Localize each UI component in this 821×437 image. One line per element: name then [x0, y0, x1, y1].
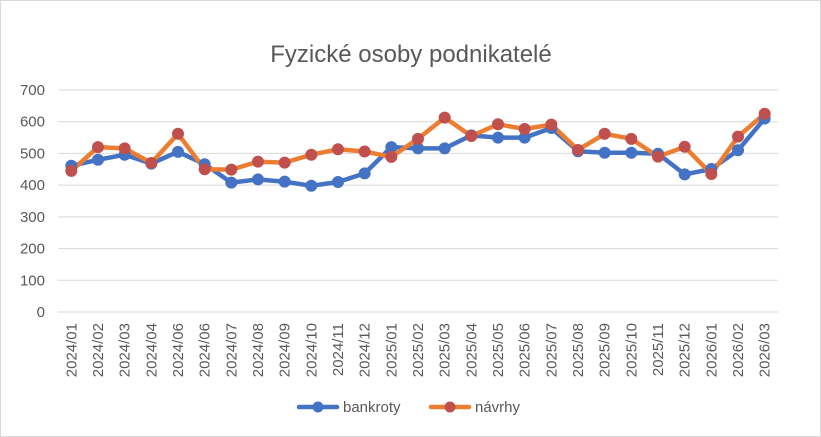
data-point-0: [332, 175, 344, 188]
x-tick-label: 2025/04: [463, 323, 480, 377]
data-point-1: [545, 118, 558, 131]
x-tick-label: 2024/06: [197, 323, 214, 377]
data-point-0: [598, 146, 611, 159]
data-point-1: [305, 148, 318, 161]
data-point-0: [678, 168, 691, 181]
data-point-1: [705, 168, 718, 181]
x-tick-label: 2025/08: [570, 323, 587, 377]
legend-swatch-marker-1: [444, 401, 456, 413]
data-point-1: [332, 143, 344, 156]
data-point-1: [278, 156, 291, 169]
x-tick-label: 2024/12: [357, 323, 374, 377]
x-tick-label: 2024/10: [303, 323, 320, 377]
x-tick-label: 2024/01: [63, 323, 80, 377]
x-tick-label: 2025/12: [677, 323, 694, 377]
legend-label-1: návrhy: [475, 399, 521, 416]
data-point-1: [198, 163, 211, 176]
x-tick-label: 2025/01: [383, 323, 400, 377]
y-axis-ticks: 0 100 200 300 400 500 600 700: [20, 82, 45, 321]
y-tick-label: 0: [37, 304, 45, 321]
x-tick-label: 2024/06: [170, 323, 187, 377]
data-point-1: [438, 111, 451, 124]
x-tick-label: 2024/03: [117, 323, 134, 377]
y-tick-label: 200: [20, 241, 45, 258]
data-point-0: [438, 142, 451, 155]
data-point-0: [625, 146, 638, 159]
x-tick-label: 2024/11: [330, 323, 347, 376]
data-point-1: [465, 129, 478, 142]
data-point-1: [225, 163, 238, 176]
data-point-1: [252, 155, 264, 168]
data-point-1: [598, 127, 611, 140]
data-point-1: [358, 145, 371, 158]
data-point-1: [492, 118, 504, 131]
x-tick-label: 2024/09: [277, 323, 294, 377]
legend: bankroty návrhy: [296, 399, 521, 416]
x-tick-label: 2026/02: [730, 323, 747, 377]
x-tick-label: 2025/06: [517, 323, 534, 377]
data-point-0: [492, 131, 504, 144]
data-point-0: [278, 175, 291, 188]
y-tick-label: 300: [20, 209, 45, 226]
data-point-0: [252, 173, 264, 186]
data-point-1: [518, 123, 531, 136]
x-tick-label: 2025/05: [490, 323, 507, 377]
data-point-0: [305, 179, 318, 192]
data-point-0: [732, 144, 744, 157]
data-point-0: [172, 145, 184, 158]
data-point-0: [358, 167, 371, 180]
x-tick-label: 2024/02: [90, 323, 107, 377]
y-tick-label: 400: [20, 177, 45, 194]
y-tick-label: 500: [20, 145, 45, 162]
data-point-1: [652, 150, 664, 163]
x-tick-label: 2026/01: [703, 323, 720, 377]
data-point-0: [225, 176, 238, 189]
data-point-1: [412, 132, 424, 145]
y-tick-label: 100: [20, 272, 45, 289]
x-tick-label: 2025/02: [410, 323, 427, 377]
data-point-1: [572, 143, 584, 156]
data-point-1: [92, 141, 104, 154]
x-tick-label: 2024/04: [143, 323, 160, 377]
x-tick-label: 2025/07: [543, 323, 560, 377]
data-point-1: [758, 107, 771, 120]
x-tick-label: 2024/08: [250, 323, 267, 377]
x-tick-label: 2025/10: [623, 323, 640, 377]
data-point-0: [92, 153, 104, 166]
x-tick-label: 2025/11: [650, 323, 667, 376]
x-tick-label: 2025/03: [437, 323, 454, 377]
legend-label-0: bankroty: [343, 399, 401, 416]
chart-title: Fyzické osoby podnikatelé: [270, 41, 551, 68]
gridlines: [58, 89, 778, 313]
data-point-1: [625, 132, 638, 145]
data-point-1: [118, 142, 131, 155]
y-tick-label: 700: [20, 82, 45, 99]
data-point-1: [385, 150, 398, 163]
data-point-1: [678, 140, 691, 153]
data-point-1: [65, 164, 78, 177]
series-layer: [65, 107, 771, 192]
y-tick-label: 600: [20, 114, 45, 131]
data-point-1: [172, 127, 184, 140]
x-tick-label: 2026/03: [757, 323, 774, 377]
x-tick-label: 2024/07: [223, 323, 240, 377]
legend-swatch-marker-0: [312, 401, 324, 413]
x-axis-ticks: 2024/01 2024/02 2024/03 2024/04 2024/06 2024/…: [63, 323, 773, 377]
data-point-1: [732, 130, 744, 143]
data-point-1: [145, 156, 158, 169]
x-tick-label: 2025/09: [597, 323, 614, 377]
